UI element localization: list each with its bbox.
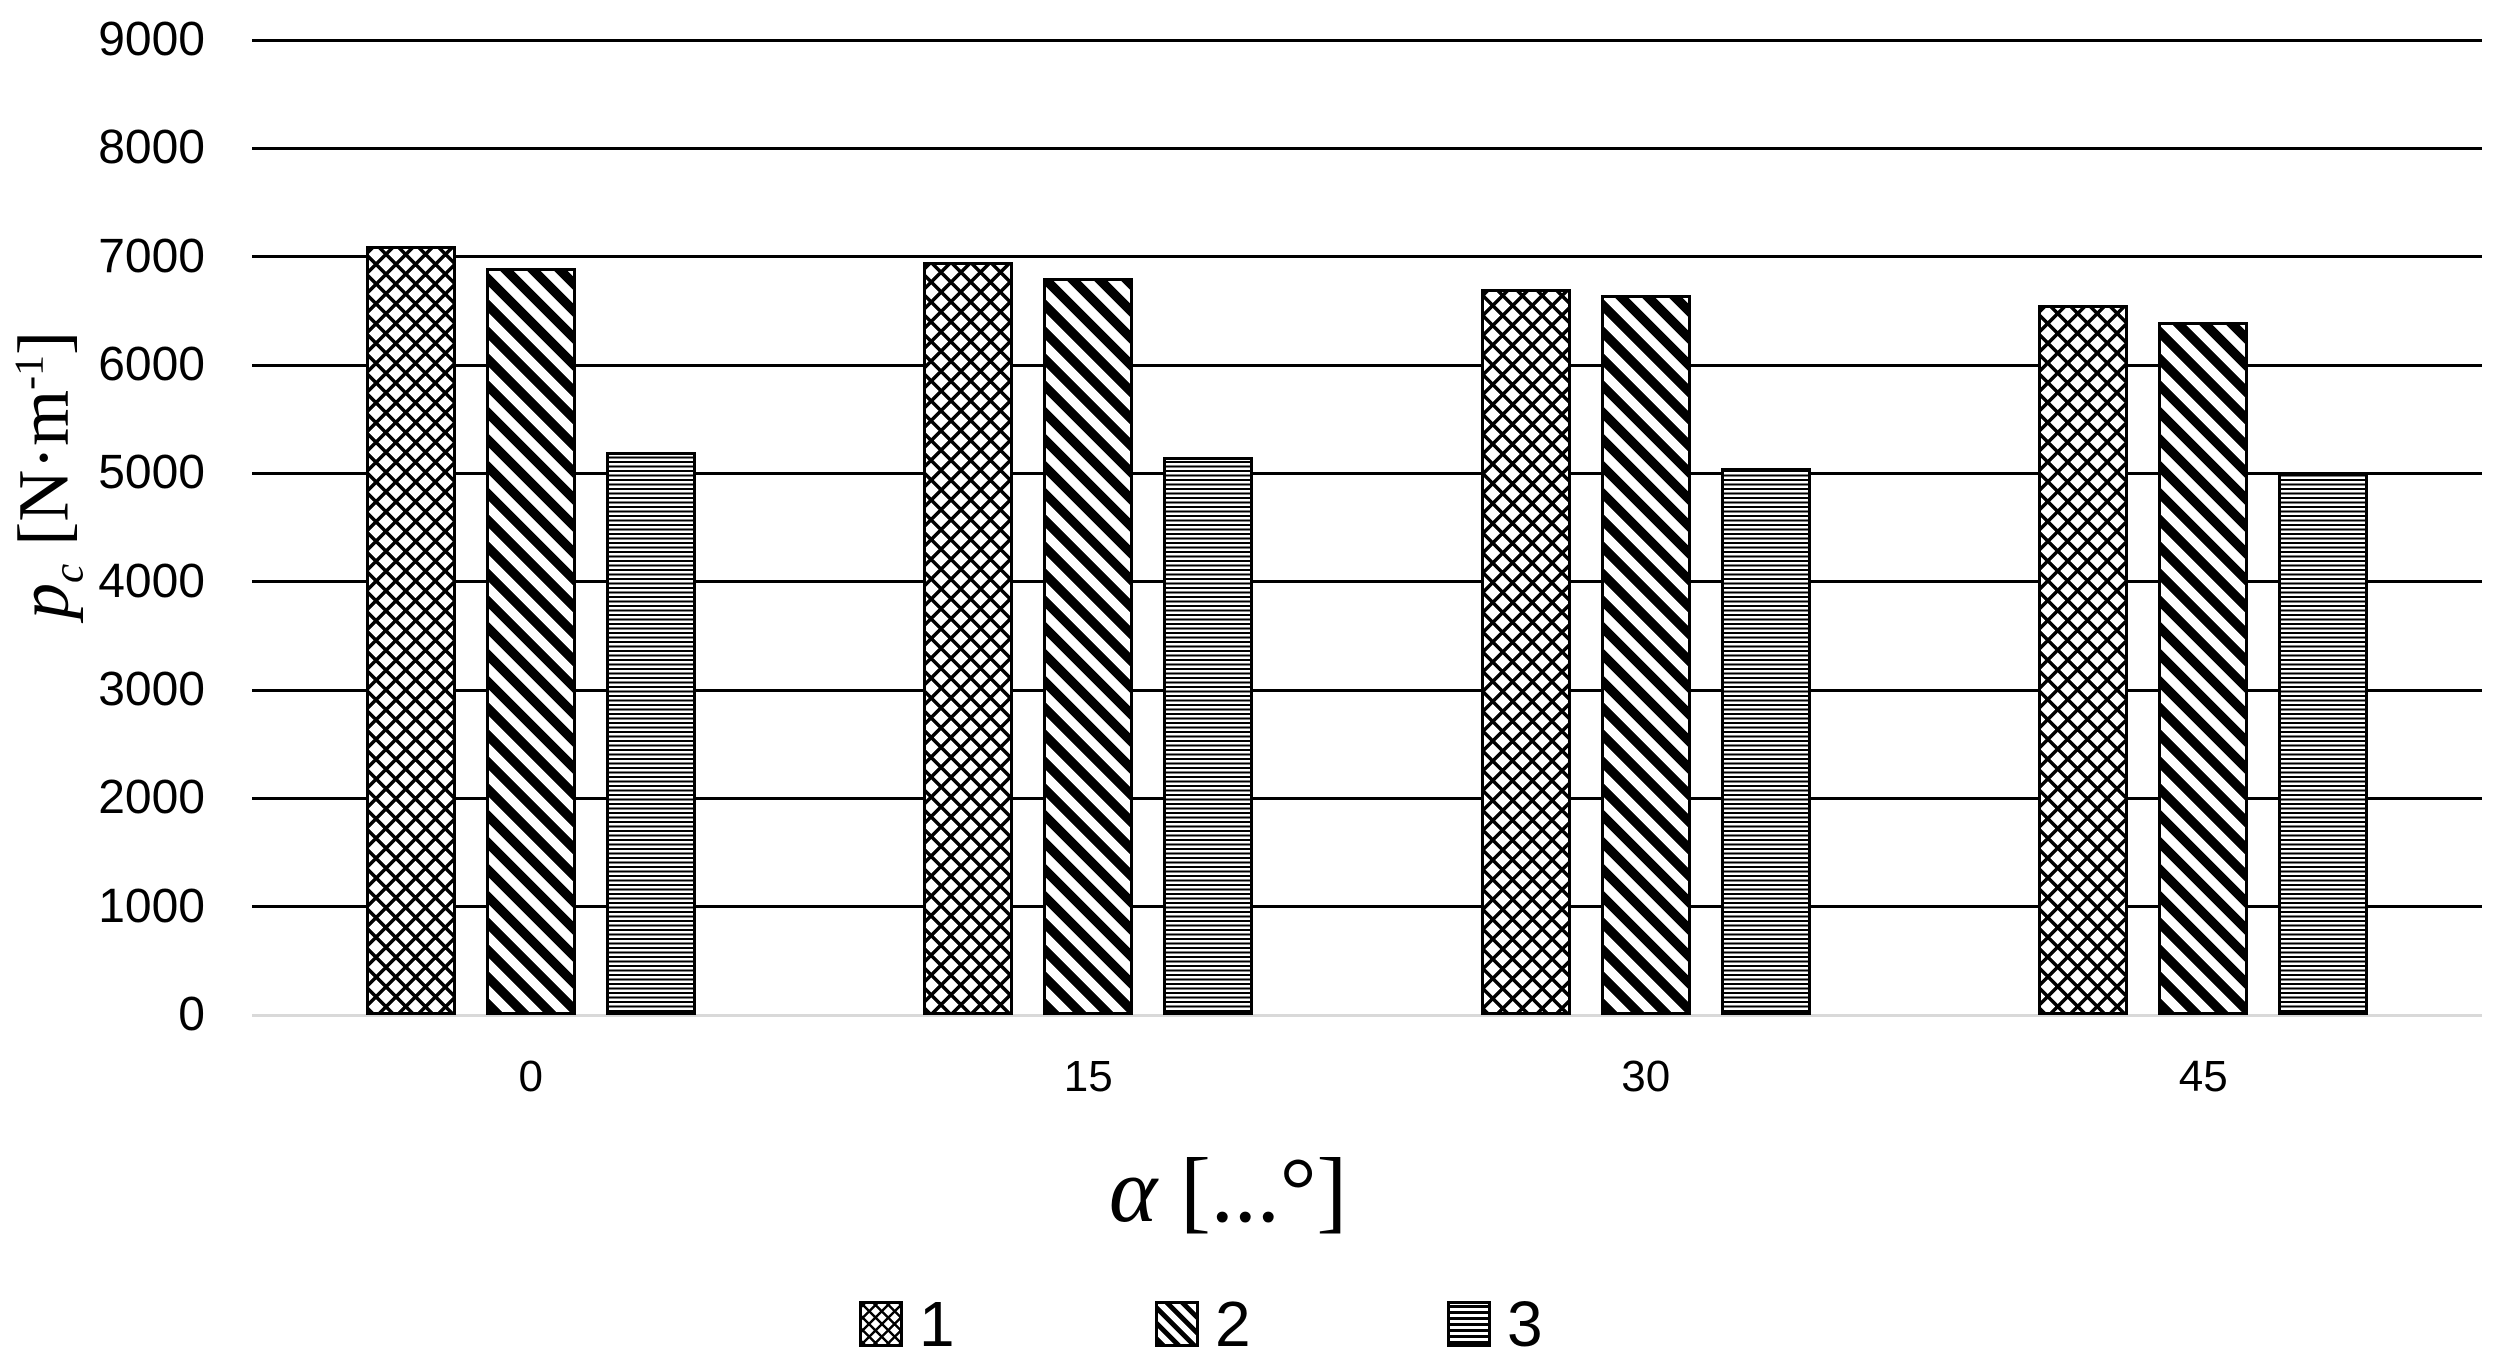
bar-series-2-x-45 bbox=[2158, 321, 2249, 1015]
gridline-6000 bbox=[252, 363, 2482, 367]
y-axis-tick-label: 6000 bbox=[98, 338, 205, 391]
legend-item-3: 3 bbox=[1447, 1292, 1543, 1356]
bar-series-1-x-45 bbox=[2038, 305, 2129, 1015]
bar-series-2-x-30 bbox=[1600, 294, 1691, 1015]
legend-label: 2 bbox=[1215, 1288, 1251, 1360]
y-axis-tick-label: 5000 bbox=[98, 446, 205, 500]
gridline-4000 bbox=[252, 580, 2482, 584]
legend-item-1: 1 bbox=[859, 1292, 955, 1356]
bar-series-3-x-45 bbox=[2278, 473, 2369, 1015]
gridline-1000 bbox=[252, 905, 2482, 909]
bar-series-1-x-15 bbox=[923, 262, 1014, 1015]
x-axis-unit: [...°] bbox=[1157, 1139, 1348, 1241]
gridline-2000 bbox=[252, 796, 2482, 800]
y-axis-tick-label: 3000 bbox=[98, 663, 205, 716]
y-axis-tick-label: 7000 bbox=[98, 229, 205, 283]
x-axis-tick-label: 30 bbox=[1621, 1052, 1671, 1101]
legend-label: 1 bbox=[919, 1288, 955, 1360]
y-axis-tick-label: 4000 bbox=[98, 554, 205, 608]
gridline-9000 bbox=[252, 38, 2482, 42]
x-axis-line bbox=[252, 1014, 2482, 1017]
bar-series-1-x-0 bbox=[365, 245, 456, 1015]
bar-series-2-x-15 bbox=[1043, 278, 1134, 1015]
x-axis-tick-label: 0 bbox=[518, 1052, 543, 1101]
y-axis-tick-label: 0 bbox=[178, 988, 205, 1041]
x-axis-title: α [...°] bbox=[1109, 1137, 1347, 1243]
y-axis-tick-label: 1000 bbox=[98, 879, 205, 933]
legend-label: 3 bbox=[1507, 1288, 1543, 1360]
bar-series-2-x-0 bbox=[485, 267, 576, 1015]
legend-item-2: 2 bbox=[1155, 1292, 1251, 1356]
x-axis-tick-label: 15 bbox=[1063, 1052, 1113, 1101]
x-axis-variable: α bbox=[1108, 1139, 1158, 1241]
legend-swatch-crosshatch bbox=[859, 1301, 903, 1347]
legend-swatch-diagonal bbox=[1155, 1301, 1199, 1347]
bar-series-3-x-15 bbox=[1163, 457, 1254, 1015]
bar-series-1-x-30 bbox=[1480, 289, 1571, 1015]
gridline-5000 bbox=[252, 471, 2482, 475]
y-axis-tick-label: 9000 bbox=[98, 13, 205, 66]
x-axis-tick-label: 45 bbox=[2178, 1052, 2228, 1101]
gridline-8000 bbox=[252, 146, 2482, 150]
y-axis-tick-label: 8000 bbox=[98, 121, 205, 175]
legend-swatch-hlines bbox=[1447, 1301, 1491, 1347]
gridline-3000 bbox=[252, 688, 2482, 692]
gridline-7000 bbox=[252, 255, 2482, 259]
bar-series-3-x-0 bbox=[605, 451, 696, 1015]
bar-series-3-x-30 bbox=[1720, 467, 1811, 1015]
y-axis-tick-label: 2000 bbox=[98, 771, 205, 825]
